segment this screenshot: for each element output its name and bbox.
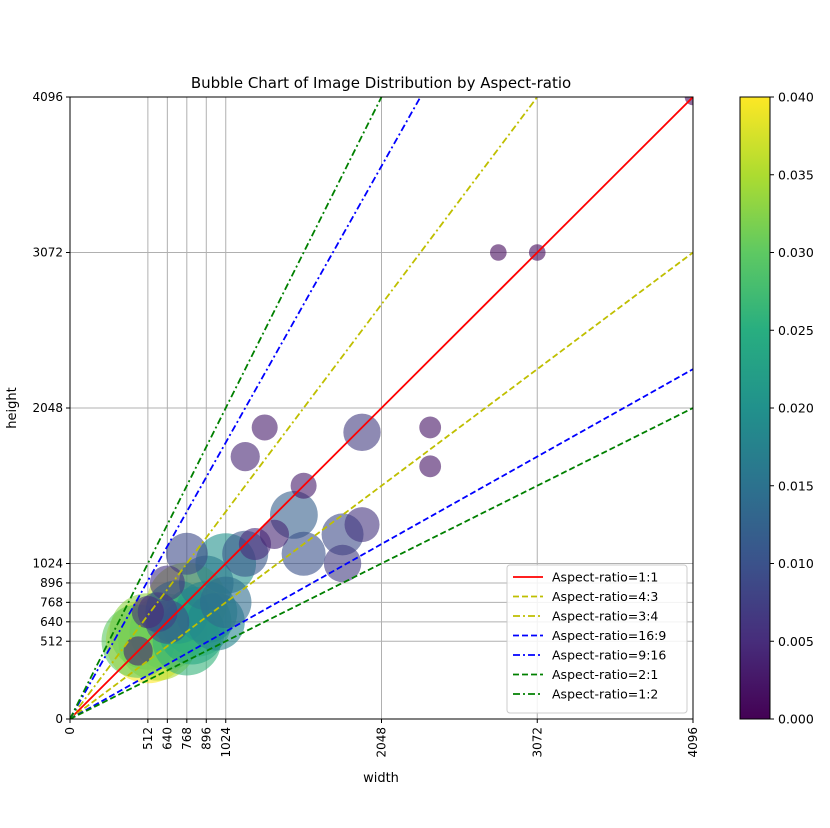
legend-entry: Aspect-ratio=1:2 (552, 687, 658, 702)
data-bubble (344, 507, 380, 543)
x-tick-label: 1024 (219, 727, 233, 758)
data-bubble (323, 544, 362, 583)
y-tick-label: 4096 (32, 90, 63, 104)
colorbar-tick-label: 0.035 (778, 167, 814, 182)
colorbar-tick-label: 0.025 (778, 323, 814, 338)
reference-line (70, 97, 538, 719)
x-tick-label: 4096 (686, 727, 700, 758)
x-tick-label: 768 (180, 727, 194, 750)
y-axis-label: height (5, 387, 20, 428)
y-tick-label: 3072 (32, 246, 63, 260)
data-bubble (230, 441, 260, 472)
reference-line (70, 368, 693, 719)
x-axis-label: width (363, 771, 399, 786)
legend: Aspect-ratio=1:1 Aspect-ratio=4:3 Aspect-r… (506, 564, 688, 714)
colorbar-gradient (739, 96, 771, 720)
data-bubble (149, 565, 185, 601)
x-tick-label: 640 (160, 727, 174, 750)
legend-entry: Aspect-ratio=4:3 (552, 589, 658, 604)
chart-title: Bubble Chart of Image Distribution by As… (191, 74, 571, 92)
colorbar-tick-label: 0.015 (778, 478, 814, 493)
colorbar-tick-label: 0.040 (778, 90, 814, 105)
data-bubble (490, 244, 507, 261)
colorbar-tick-label: 0.030 (778, 245, 814, 260)
x-tick-label: 3072 (530, 727, 544, 758)
y-tick-label: 0 (55, 712, 63, 726)
data-bubble (281, 531, 326, 576)
colorbar-tick-label: 0.010 (778, 556, 814, 571)
reference-line (70, 251, 693, 719)
reference-line (70, 407, 693, 719)
colorbar: 0.000 0.005 0.010 0.015 0.020 0.025 0.030 0.035… (739, 90, 814, 727)
data-bubble (419, 416, 442, 439)
data-bubble (419, 455, 442, 478)
data-bubble (131, 595, 164, 629)
legend-entry: Aspect-ratio=1:1 (552, 570, 658, 585)
legend-entry: Aspect-ratio=3:4 (552, 609, 658, 624)
y-tick-label: 768 (40, 595, 63, 609)
y-tick-label: 1024 (32, 557, 63, 571)
bubble-layer (101, 97, 693, 684)
y-tick-label: 512 (40, 634, 63, 648)
legend-entry: Aspect-ratio=2:1 (552, 667, 658, 682)
x-tick-label: 512 (141, 727, 155, 750)
legend-entry: Aspect-ratio=16:9 (552, 628, 666, 643)
y-tick-label: 640 (40, 615, 63, 629)
data-bubble (343, 413, 381, 451)
data-bubble (259, 519, 290, 549)
legend-box (506, 564, 688, 714)
colorbar-tick-label: 0.020 (778, 401, 814, 416)
data-bubble (165, 532, 208, 575)
y-tick-label: 896 (40, 576, 63, 590)
colorbar-tick-label: 0.000 (778, 712, 814, 727)
colorbar-tick-label: 0.005 (778, 634, 814, 649)
data-bubble (251, 414, 278, 441)
axis-ticks: 0 512 640 768 896 1024 2048 3072 4096 0 512 640 768 8… (32, 90, 700, 758)
reference-line (70, 97, 422, 719)
x-tick-label: 896 (199, 727, 213, 750)
x-tick-label: 2048 (375, 727, 389, 758)
x-tick-label: 0 (63, 727, 77, 735)
reference-line (70, 97, 383, 719)
reference-line (70, 97, 693, 719)
reference-lines (70, 97, 693, 719)
y-tick-label: 2048 (32, 401, 63, 415)
legend-entry: Aspect-ratio=9:16 (552, 648, 666, 663)
